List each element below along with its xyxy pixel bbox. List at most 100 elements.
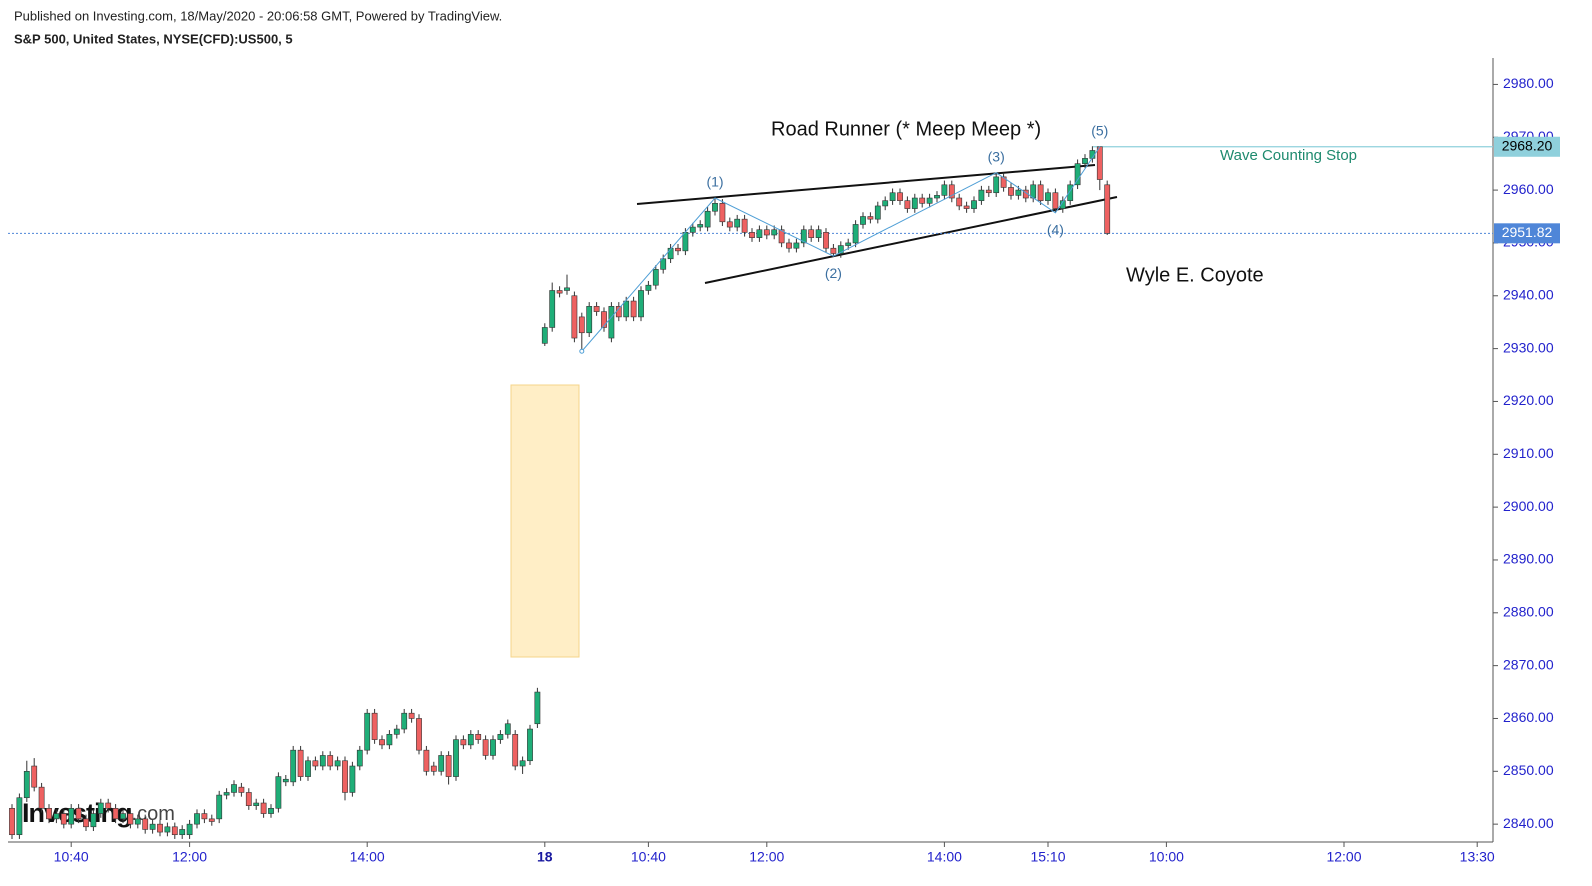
wave-path bbox=[581, 146, 1101, 352]
candle-body bbox=[726, 221, 733, 228]
candle-body bbox=[689, 226, 696, 233]
candle-body bbox=[793, 242, 800, 249]
candle-body bbox=[9, 807, 15, 836]
candle-body bbox=[105, 802, 112, 809]
candle-body bbox=[564, 287, 570, 291]
candle-body bbox=[97, 802, 104, 814]
gap-zone bbox=[510, 384, 580, 658]
candle-body bbox=[556, 290, 563, 294]
y-tick-label: 2980.00 bbox=[1503, 75, 1554, 91]
candle-body bbox=[386, 734, 393, 746]
candle-body bbox=[445, 755, 452, 777]
candle-body bbox=[815, 229, 822, 238]
wave-label: (5) bbox=[1091, 122, 1108, 138]
wave-label: (2) bbox=[825, 265, 842, 281]
candle-body bbox=[919, 197, 926, 204]
candle-body bbox=[926, 197, 933, 204]
candle-body bbox=[882, 200, 889, 207]
candle-body bbox=[667, 247, 674, 260]
candle-body bbox=[1104, 184, 1111, 234]
candle-body bbox=[490, 739, 496, 756]
candle-body bbox=[312, 760, 319, 767]
x-tick-label: 18 bbox=[537, 849, 553, 865]
price-tag-label: 2968.20 bbox=[1502, 137, 1553, 153]
candle-body bbox=[216, 794, 223, 820]
candle-body bbox=[512, 734, 519, 767]
x-tick-label: 13:30 bbox=[1460, 849, 1495, 865]
candle-body bbox=[334, 760, 341, 767]
candle-body bbox=[282, 778, 289, 783]
x-tick-label: 14:00 bbox=[927, 849, 962, 865]
candle-body bbox=[416, 718, 422, 751]
x-tick-label: 15:10 bbox=[1030, 849, 1065, 865]
candle-body bbox=[1074, 163, 1081, 186]
candle-body bbox=[1067, 184, 1074, 201]
candle-body bbox=[608, 306, 615, 339]
candle-body bbox=[1000, 176, 1007, 188]
candle-body bbox=[519, 760, 526, 767]
candle-body bbox=[290, 749, 297, 783]
y-tick-label: 2860.00 bbox=[1503, 709, 1554, 725]
candle-body bbox=[756, 229, 763, 238]
candle-body bbox=[897, 192, 903, 201]
candle-body bbox=[1045, 192, 1051, 201]
candle-body bbox=[615, 306, 622, 318]
candle-body bbox=[342, 760, 348, 793]
candle-body bbox=[623, 300, 630, 318]
candle-body bbox=[697, 224, 704, 228]
wave-origin bbox=[579, 348, 585, 354]
pattern-annotation: Road Runner (* Meep Meep *) bbox=[771, 118, 1041, 140]
candle-body bbox=[941, 184, 948, 196]
candle-body bbox=[379, 739, 385, 746]
y-tick-label: 2890.00 bbox=[1503, 551, 1554, 567]
x-tick-label: 12:00 bbox=[172, 849, 207, 865]
candle-body bbox=[127, 813, 134, 825]
candle-body bbox=[68, 807, 75, 825]
y-tick-label: 2910.00 bbox=[1503, 445, 1554, 461]
candle-body bbox=[527, 728, 533, 762]
candle-body bbox=[23, 771, 30, 799]
candle-body bbox=[601, 311, 607, 328]
candle-body bbox=[904, 200, 911, 209]
candle-body bbox=[963, 205, 970, 209]
wave-label: (4) bbox=[1047, 222, 1064, 238]
price-tag bbox=[1494, 136, 1560, 157]
candle-body bbox=[837, 245, 844, 254]
candle-body bbox=[60, 813, 67, 825]
x-tick-label: 10:40 bbox=[54, 849, 89, 865]
candle-body bbox=[830, 247, 837, 254]
candle-body bbox=[593, 306, 600, 312]
candle-body bbox=[956, 197, 963, 207]
candle-body bbox=[652, 269, 659, 286]
candle-body bbox=[630, 300, 637, 318]
wave-label: (3) bbox=[988, 148, 1005, 164]
candle-body bbox=[201, 813, 208, 820]
candle-body bbox=[771, 229, 778, 236]
candle-body bbox=[993, 176, 1000, 194]
y-tick-label: 2920.00 bbox=[1503, 392, 1554, 408]
candle-body bbox=[275, 776, 282, 809]
candle-body bbox=[504, 723, 511, 735]
price-tag bbox=[1494, 223, 1560, 244]
candle-body bbox=[786, 242, 792, 249]
lower-trendline bbox=[704, 196, 1118, 284]
candle-body bbox=[423, 749, 430, 772]
candle-body bbox=[194, 813, 200, 825]
candle-body bbox=[978, 189, 985, 201]
candle-body bbox=[675, 247, 681, 252]
candle-body bbox=[260, 802, 267, 814]
candle-body bbox=[571, 295, 578, 339]
candle-body bbox=[460, 739, 467, 746]
candle-body bbox=[763, 229, 770, 236]
x-tick-label: 10:40 bbox=[631, 849, 666, 865]
candle-body bbox=[245, 792, 252, 806]
candle-body bbox=[800, 229, 807, 244]
y-tick-label: 2880.00 bbox=[1503, 604, 1554, 620]
candle-body bbox=[541, 327, 548, 344]
candle-body bbox=[371, 712, 378, 740]
candle-body bbox=[1052, 192, 1059, 209]
candle-body bbox=[134, 818, 141, 825]
candle-body bbox=[142, 818, 149, 830]
candle-body bbox=[934, 195, 940, 199]
candle-body bbox=[83, 818, 89, 828]
